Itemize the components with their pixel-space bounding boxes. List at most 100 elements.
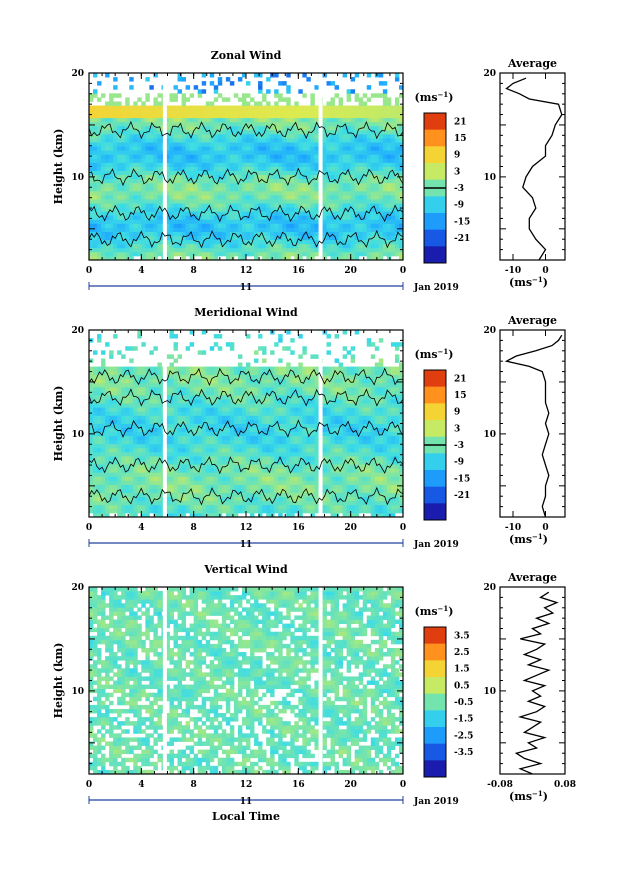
heatmap-cell [125, 150, 130, 155]
heatmap-cell [213, 255, 219, 261]
heatmap-cell [137, 374, 142, 380]
heatmap-cell [201, 423, 207, 428]
heatmap-cell [310, 227, 315, 232]
heatmap-cell [382, 129, 388, 135]
heatmap-cell [270, 235, 275, 241]
heatmap-cell [113, 464, 118, 469]
heatmap-cell [217, 399, 223, 404]
heatmap-cell [286, 105, 291, 110]
heatmap-cell [233, 178, 239, 184]
heatmap-cell [326, 162, 331, 167]
heatmap-cell [258, 492, 263, 498]
heatmap-cell [145, 415, 150, 420]
heatmap-cell [165, 407, 170, 412]
heatmap-cell [165, 399, 170, 404]
heatmap-cell [133, 182, 138, 188]
heatmap-cell [189, 407, 195, 412]
heatmap-cell [201, 243, 207, 249]
heatmap-cell [225, 97, 231, 102]
heatmap-cell [326, 178, 331, 184]
heatmap-cell [173, 142, 178, 147]
heatmap-cell [145, 117, 150, 123]
heatmap-cell [201, 235, 207, 241]
heatmap-cell [101, 411, 106, 416]
heatmap-cell [209, 170, 215, 176]
heatmap-cell [290, 227, 295, 232]
heatmap-cell [141, 468, 146, 473]
heatmap-cell [362, 158, 368, 163]
heatmap-cell [153, 435, 158, 441]
heatmap-cell [213, 508, 219, 514]
heatmap-cell [141, 158, 146, 163]
heatmap-cell [390, 133, 396, 139]
heatmap-cell [258, 346, 263, 351]
heatmap-cell [298, 178, 303, 184]
heatmap-cell [125, 207, 130, 212]
heatmap-cell [362, 174, 368, 180]
heatmap-cell [398, 255, 404, 261]
heatmap-cell [262, 93, 267, 98]
heatmap-cell [225, 427, 231, 433]
heatmap-cell [173, 138, 178, 143]
heatmap-cell [113, 431, 118, 437]
heatmap-cell [173, 97, 178, 102]
heatmap-cell [221, 451, 227, 457]
heatmap-cell [121, 500, 126, 506]
heatmap-cell [189, 235, 195, 241]
heatmap-cell [338, 162, 344, 167]
heatmap-cell [129, 492, 134, 498]
heatmap-cell [173, 125, 178, 131]
heatmap-cell [97, 378, 102, 384]
heatmap-cell [342, 190, 348, 196]
heatmap-cell [201, 431, 207, 437]
heatmap-cell [105, 215, 110, 220]
heatmap-cell [113, 407, 118, 412]
heatmap-cell [181, 203, 187, 208]
heatmap-cell [177, 125, 182, 131]
heatmap-cell [241, 101, 247, 106]
heatmap-cell [262, 399, 267, 404]
heatmap-cell [270, 251, 275, 257]
heatmap-cell [89, 456, 94, 461]
heatmap-cell [290, 133, 295, 139]
heatmap-cell [125, 423, 130, 428]
heatmap-cell [177, 500, 182, 506]
heatmap-cell [354, 207, 360, 212]
heatmap-cell [326, 219, 331, 224]
heatmap-cell [193, 374, 199, 380]
heatmap-cell [266, 211, 271, 216]
heatmap-cell [330, 129, 335, 135]
heatmap-cell [113, 146, 118, 151]
heatmap-cell [125, 251, 130, 257]
heatmap-cell [274, 194, 279, 200]
heatmap-cell [173, 403, 178, 408]
heatmap-cell [93, 133, 98, 139]
heatmap-cell [310, 150, 315, 155]
heatmap-cell [197, 403, 203, 408]
heatmap-cell [193, 512, 199, 518]
heatmap-cell [221, 125, 227, 131]
heatmap-cell [205, 146, 211, 151]
heatmap-cell [254, 73, 259, 78]
heatmap-cell [145, 476, 150, 481]
heatmap-cell [241, 178, 247, 184]
heatmap-cell [225, 395, 231, 400]
heatmap-cell [205, 395, 211, 400]
heatmap-cell [386, 255, 392, 261]
heatmap-cell [141, 419, 146, 424]
heatmap-cell [262, 178, 267, 184]
heatmap-cell [97, 150, 102, 155]
heatmap-cell [237, 500, 243, 506]
heatmap-cell [326, 166, 331, 171]
heatmap-cell [314, 239, 319, 245]
heatmap-cell [250, 211, 255, 216]
heatmap-cell [250, 178, 255, 184]
heatmap-cell [209, 207, 215, 212]
heatmap-cell [254, 129, 259, 135]
heatmap-cell [93, 231, 98, 237]
heatmap-cell [254, 496, 259, 502]
heatmap-cell [137, 150, 142, 155]
heatmap-cell [169, 150, 174, 155]
heatmap-cell [322, 109, 327, 115]
heatmap-cell [173, 456, 178, 461]
